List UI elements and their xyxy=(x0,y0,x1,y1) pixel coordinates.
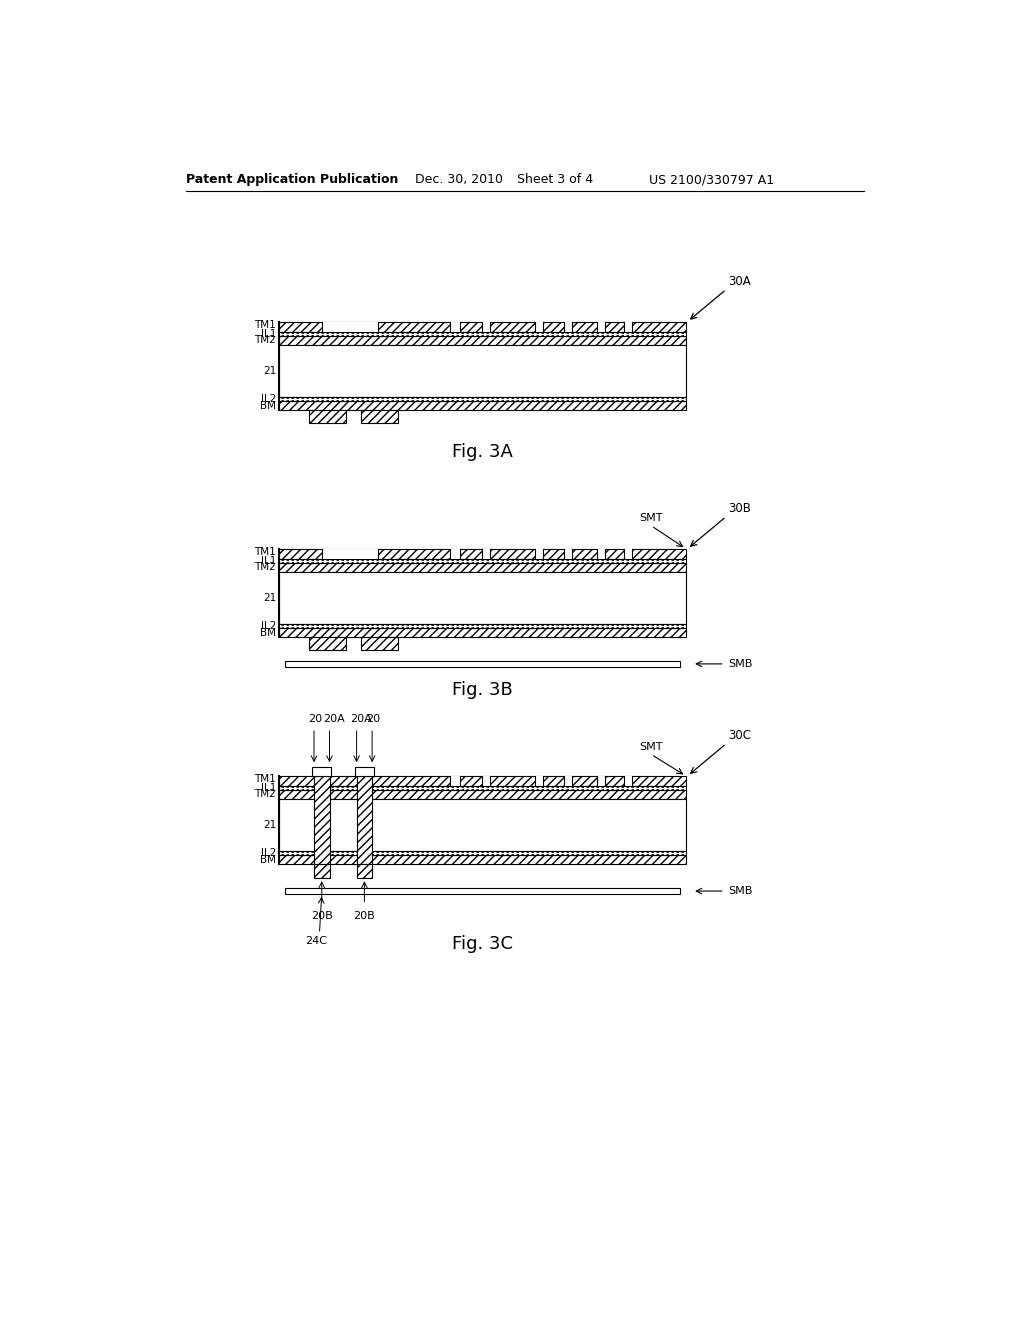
Bar xyxy=(280,799,686,851)
Bar xyxy=(482,322,489,331)
Bar xyxy=(450,549,461,558)
Text: 20: 20 xyxy=(308,714,322,725)
Bar xyxy=(564,549,572,558)
Text: BM: BM xyxy=(260,855,276,865)
Text: 21: 21 xyxy=(263,593,276,603)
Bar xyxy=(624,549,632,558)
Text: TM2: TM2 xyxy=(254,789,276,800)
Bar xyxy=(356,776,372,865)
Bar xyxy=(286,661,680,667)
Text: BM: BM xyxy=(260,400,276,411)
Text: SMB: SMB xyxy=(729,659,753,669)
Bar xyxy=(280,335,686,345)
Bar xyxy=(482,549,489,558)
Bar xyxy=(314,776,330,865)
Text: 24C: 24C xyxy=(305,936,328,946)
Text: TM2: TM2 xyxy=(254,562,276,573)
Text: Sheet 3 of 4: Sheet 3 of 4 xyxy=(517,173,593,186)
Bar xyxy=(597,322,604,331)
Text: US 2100/330797 A1: US 2100/330797 A1 xyxy=(649,173,774,186)
Text: 20: 20 xyxy=(366,714,380,725)
Bar xyxy=(597,549,604,558)
Text: IL1: IL1 xyxy=(261,556,276,566)
Bar xyxy=(280,776,686,785)
Bar xyxy=(356,776,372,865)
Text: 20B: 20B xyxy=(311,911,333,920)
Bar xyxy=(450,322,461,331)
Bar xyxy=(280,549,686,558)
Bar xyxy=(535,776,543,785)
Text: 21: 21 xyxy=(263,366,276,376)
Text: 21: 21 xyxy=(263,820,276,830)
Text: TM1: TM1 xyxy=(254,321,276,330)
Text: TM1: TM1 xyxy=(254,548,276,557)
Text: Fig. 3C: Fig. 3C xyxy=(452,935,513,953)
Bar xyxy=(564,322,572,331)
Bar xyxy=(280,558,686,562)
Text: TM1: TM1 xyxy=(254,775,276,784)
Bar xyxy=(280,572,686,624)
Bar xyxy=(280,331,686,335)
Text: 20B: 20B xyxy=(353,911,375,920)
Bar xyxy=(280,345,686,397)
Bar xyxy=(450,776,461,785)
Text: 30A: 30A xyxy=(729,275,752,288)
Bar xyxy=(312,767,331,776)
Bar xyxy=(322,322,378,331)
Text: IL1: IL1 xyxy=(261,329,276,338)
Text: IL2: IL2 xyxy=(261,849,276,858)
Bar xyxy=(286,888,680,894)
Text: SMB: SMB xyxy=(729,886,753,896)
Bar xyxy=(356,865,372,878)
Bar xyxy=(280,789,686,799)
Text: 20A: 20A xyxy=(324,714,345,725)
Text: 30B: 30B xyxy=(729,502,752,515)
Bar xyxy=(280,855,686,865)
Bar xyxy=(280,785,686,789)
Bar xyxy=(280,401,686,411)
Text: 20A: 20A xyxy=(350,714,372,725)
Text: Patent Application Publication: Patent Application Publication xyxy=(186,173,398,186)
Bar xyxy=(597,776,604,785)
Text: Dec. 30, 2010: Dec. 30, 2010 xyxy=(415,173,503,186)
Text: Fig. 3A: Fig. 3A xyxy=(453,442,513,461)
Text: 30C: 30C xyxy=(729,729,752,742)
Bar xyxy=(280,624,686,628)
Text: IL1: IL1 xyxy=(261,783,276,793)
Bar xyxy=(280,397,686,401)
Text: Fig. 3B: Fig. 3B xyxy=(453,681,513,698)
Bar xyxy=(314,865,330,878)
Text: SMT: SMT xyxy=(639,513,663,524)
Bar xyxy=(624,776,632,785)
Bar xyxy=(624,322,632,331)
Bar xyxy=(322,549,378,558)
Bar xyxy=(308,638,346,649)
Text: IL2: IL2 xyxy=(261,395,276,404)
Bar xyxy=(355,767,374,776)
Bar xyxy=(535,549,543,558)
Bar xyxy=(280,322,686,331)
Text: SMT: SMT xyxy=(639,742,663,752)
Bar xyxy=(564,776,572,785)
Bar xyxy=(360,638,397,649)
Bar xyxy=(308,411,346,422)
Text: IL2: IL2 xyxy=(261,622,276,631)
Text: TM2: TM2 xyxy=(254,335,276,345)
Bar xyxy=(482,776,489,785)
Bar xyxy=(360,411,397,422)
Bar xyxy=(314,776,330,865)
Bar xyxy=(280,628,686,638)
Bar xyxy=(280,851,686,855)
Bar xyxy=(535,322,543,331)
Text: BM: BM xyxy=(260,628,276,638)
Bar xyxy=(280,562,686,572)
